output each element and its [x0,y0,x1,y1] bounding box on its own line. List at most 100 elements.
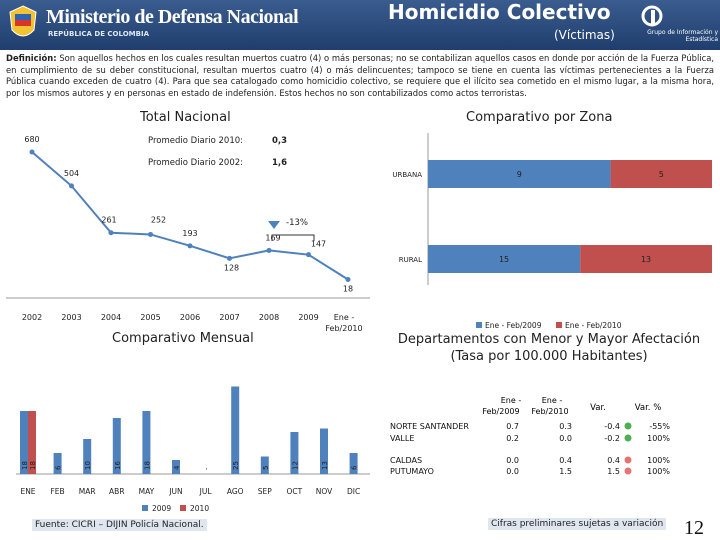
change-bracket [271,234,315,241]
legend-label-2009: Ene - Feb/2009 [485,321,542,330]
change-label: -13% [286,218,308,228]
total-value-label: 680 [24,135,39,144]
dept-value-2010: 0.3 [559,422,572,431]
month-value-2009: - [203,467,211,470]
total-point [148,231,153,237]
promedio-2010-value: 0,3 [272,136,287,146]
header-var-pct: Var. % [635,403,662,413]
x-tick-label: 2006 [180,313,200,322]
zone-value-2009: 15 [499,255,509,264]
dept-value-2009: 0.2 [506,434,519,443]
legend-label-2009: 2009 [152,504,171,513]
comparativo-zona-chart: URBANA 9 5 RURAL 15 13 Ene - Feb/2009 Ene - Feb… [392,133,712,330]
zone-value-2010: 13 [641,255,651,264]
month-bar-2009 [53,453,62,474]
month-bar-2009 [231,386,240,474]
departamentos-title: Departamentos con Menor y Mayor Afectaci… [386,331,712,365]
dept-var: 1.5 [607,467,620,476]
zone-bar-2010 [610,160,712,188]
page-subtitle: (Víctimas) [554,28,615,42]
month-bar-2009 [260,456,269,474]
total-value-label: 261 [101,216,116,225]
zone-bar-2010 [580,245,712,273]
page-number: 12 [684,517,704,539]
month-bar-2009 [112,418,121,474]
header-2009: Ene -Feb/2009 [482,396,521,416]
month-label: MAY [139,487,155,496]
x-tick-label: 2009 [298,313,318,322]
dept-value-2009: 0.7 [506,422,519,431]
dept-var: -0.2 [604,434,620,443]
page-title: Homicidio Colectivo [388,0,611,24]
footer-source: Fuente: CICRI – DIJIN Policía Nacional. [32,519,207,531]
x-tick-label: 2008 [259,313,279,322]
dept-name: PUTUMAYO [390,467,434,476]
dept-var-pct: 100% [647,456,670,465]
total-value-label: 252 [151,215,166,224]
dept-name: CALDAS [390,456,422,465]
total-value-label: 169 [265,233,280,242]
coat-of-arms-icon [9,5,37,37]
dept-var-pct: 100% [647,434,670,443]
x-tick-label: 2005 [140,313,160,322]
total-point [306,252,311,258]
down-arrow-icon [268,221,280,229]
total-point [345,277,351,283]
x-tick-label: 2007 [219,313,239,322]
x-tick-label: 2004 [101,313,121,322]
ministry-name: Ministerio de Defensa Nacional [46,6,299,28]
header-2010: Ene -Feb/2010 [531,396,568,416]
month-label: JUN [168,487,182,496]
x-tick-label: 2003 [61,313,81,322]
status-dot-icon [624,467,632,475]
dept-value-2009: 0.0 [506,456,519,465]
month-value-2009: 16 [114,461,122,470]
month-label: FEB [50,487,64,496]
ministry-subtitle: REPÚBLICA DE COLOMBIA [48,30,149,38]
header-banner: Ministerio de Defensa Nacional REPÚBLICA… [0,0,720,50]
month-bar-2009 [349,453,358,474]
dept-var-pct: -55% [649,422,670,431]
legend-swatch-2009 [476,322,482,328]
zone-value-2010: 5 [659,170,664,179]
zone-category-label: RURAL [399,256,422,264]
comparativo-zona-title: Comparativo por Zona [466,110,613,125]
group-logo-icon [641,5,663,27]
month-label: AGO [227,487,244,496]
month-bar-2009 [142,411,151,474]
month-value-2010: 18 [29,461,37,470]
month-label: MAR [79,487,96,496]
total-point [227,255,232,261]
total-nacional-title: Total Nacional [140,110,231,125]
x-tick-label: Ene - [334,313,355,322]
zone-bar-2009 [428,160,611,188]
dept-name: VALLE [390,434,414,443]
month-bar-2009 [83,439,92,474]
month-label: ABR [109,487,125,496]
header-var: Var. [590,403,606,413]
month-value-2009: 6 [351,465,359,470]
status-dot-icon [624,422,632,430]
status-dot-icon [624,456,632,464]
zone-bar-2009 [428,245,581,273]
month-value-2009: 4 [173,465,181,470]
month-value-2009: 12 [291,461,299,470]
month-value-2009: 5 [262,466,270,470]
dept-var-pct: 100% [647,467,670,476]
dept-value-2009: 0.0 [506,467,519,476]
month-label: SEP [258,487,272,496]
zone-value-2009: 9 [517,170,522,179]
total-point [266,247,272,253]
legend-label-2010: Ene - Feb/2010 [565,321,622,330]
month-value-2009: 18 [21,461,29,470]
comparativo-mensual-title: Comparativo Mensual [112,331,254,346]
zone-category-label: URBANA [392,171,422,179]
total-point [187,243,193,249]
promedio-2002-value: 1,6 [272,158,287,168]
group-name: Grupo de Información y Estadística [647,29,718,43]
departamentos-table: Ene -Feb/2009 Ene -Feb/2010 Var. Var. % … [390,396,670,476]
departamentos-title-line1: Departamentos con Menor y Mayor Afectaci… [397,332,701,347]
total-nacional-line-chart: Promedio Diario 2010: 0,3 Promedio Diari… [6,135,370,333]
dept-value-2010: 1.5 [559,467,572,476]
month-bar-2009 [320,428,328,474]
